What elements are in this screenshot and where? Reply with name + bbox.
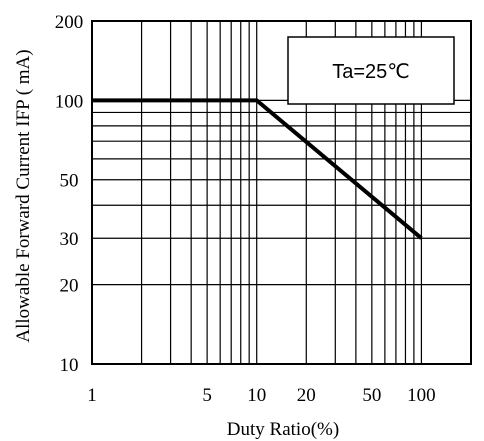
y-tick-label: 20: [60, 276, 79, 297]
annotation-frame: [287, 36, 455, 105]
y-tick-label: 30: [60, 229, 79, 250]
x-tick-label: 5: [202, 385, 212, 406]
x-tick-label: 20: [297, 385, 316, 406]
x-tick-label: 100: [407, 385, 436, 406]
y-tick-label: 100: [55, 91, 84, 112]
x-tick-label: 10: [247, 385, 266, 406]
x-tick-labels: 1 5 10 20 50 100: [87, 385, 435, 406]
annotation-box: Ta=25℃: [287, 36, 455, 105]
annotation-text: Ta=25℃: [332, 61, 410, 83]
y-tick-label: 10: [60, 355, 79, 376]
y-axis-label: Allowable Forward Current IFP ( mA): [13, 49, 34, 342]
y-tick-label: 50: [60, 171, 79, 192]
y-tick-labels: 10 20 30 50 100 200: [55, 12, 84, 376]
series-line: [92, 98, 423, 240]
x-tick-label: 50: [362, 385, 381, 406]
x-axis-label: Duty Ratio(%): [227, 419, 339, 440]
y-tick-label: 200: [55, 12, 84, 33]
plot-frame: [91, 20, 472, 365]
x-tick-label: 1: [87, 385, 97, 406]
